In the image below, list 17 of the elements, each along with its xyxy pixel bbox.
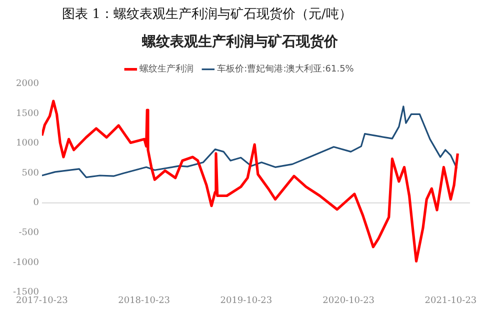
chart-subtitle: 螺纹表观生产利润与矿石现货价: [141, 33, 339, 50]
y-tick-label: -500: [18, 228, 40, 238]
chart-title: 图表 1：螺纹表观生产利润与矿石现货价（元/吨）: [61, 6, 353, 24]
legend-label: 车板价:曹妃甸港:澳大利亚:61.5%: [217, 64, 354, 75]
y-tick-label: -1000: [12, 258, 40, 268]
y-tick-label: 1500: [16, 108, 40, 119]
y-tick-label: -1500: [12, 288, 40, 298]
x-tick-label: 2020-10-23: [322, 296, 375, 306]
y-tick-label: 2000: [16, 79, 40, 90]
x-tick-label: 2017-10-23: [16, 296, 68, 306]
legend-label: 螺纹生产利润: [140, 64, 194, 75]
x-tick-label: 2021-10-23: [424, 296, 477, 306]
y-tick-label: 500: [22, 168, 40, 178]
x-tick-label: 2019-10-23: [220, 296, 272, 306]
y-tick-label: 1000: [16, 138, 40, 149]
y-tick-label: 0: [33, 198, 40, 208]
x-tick-label: 2018-10-23: [118, 296, 170, 306]
